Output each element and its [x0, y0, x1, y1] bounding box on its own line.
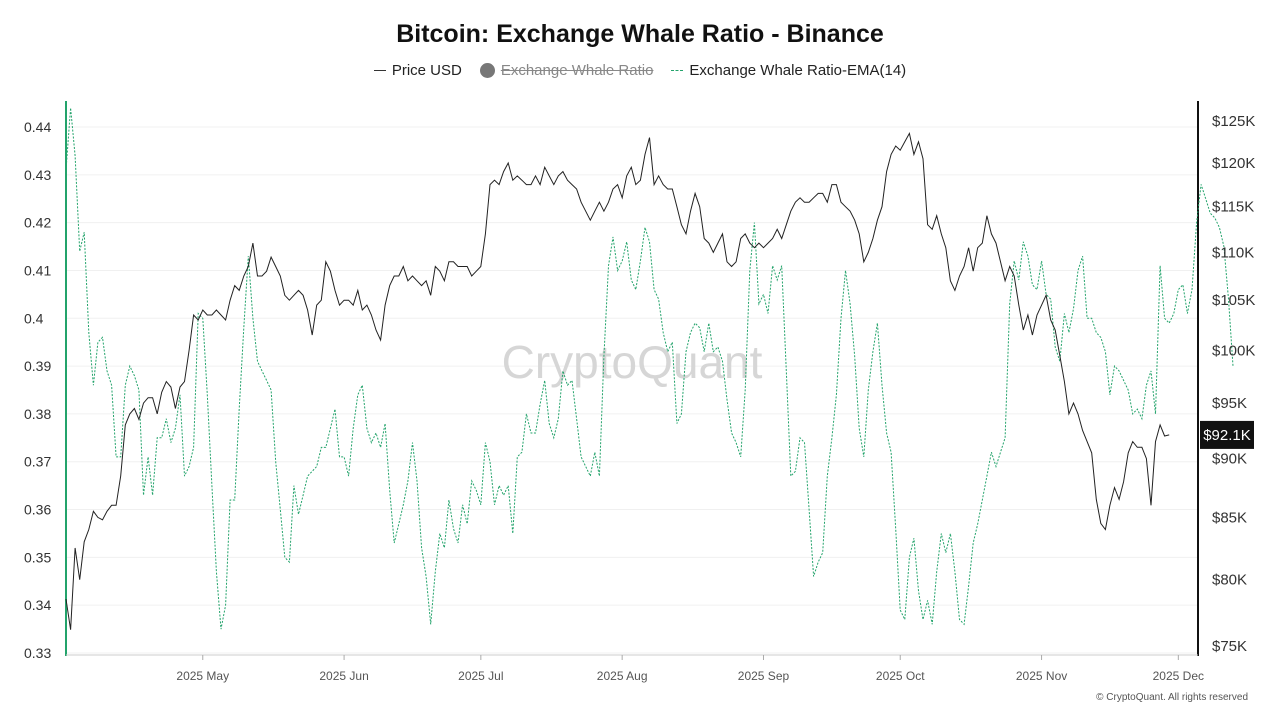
y-left-tick-label: 0.44	[24, 119, 51, 135]
y-left-tick-label: 0.43	[24, 167, 51, 183]
legend-label-ema: Exchange Whale Ratio-EMA(14)	[689, 62, 907, 79]
x-tick-label: 2025 Nov	[1016, 669, 1067, 683]
legend-swatch-dot	[479, 63, 495, 78]
chart-title: Bitcoin: Exchange Whale Ratio - Binance	[396, 20, 884, 48]
chart-legend: Price USD Exchange Whale Ratio Exchange …	[0, 62, 1280, 79]
grid-layer	[66, 126, 1198, 654]
legend-label-price-usd: Price USD	[391, 62, 462, 79]
y-left-tick-label: 0.37	[24, 454, 51, 470]
y-left-tick-label: 0.36	[24, 502, 51, 518]
copyright-footer: © CryptoQuant. All rights reserved	[1096, 692, 1248, 703]
labels-layer: 0.33 0.34 0.35 0.36 0.37 0.38 0.39 0.4 0.41 0.42 0…	[24, 113, 1255, 683]
series-line-exchange-whale-ratio-ema	[65, 107, 1234, 630]
y-left-tick-label: 0.38	[24, 406, 51, 422]
y-left-tick-label: 0.4	[24, 310, 44, 326]
y-right-tick-label: $95K	[1212, 395, 1247, 412]
last-price-badge-bg	[1200, 420, 1254, 449]
y-left-tick-label: 0.33	[24, 645, 51, 661]
x-tick-label: 2025 Jun	[319, 669, 368, 683]
legend-item-ema[interactable]: Exchange Whale Ratio-EMA(14)	[671, 62, 906, 79]
y-right-tick-label: $105K	[1212, 292, 1255, 309]
y-right-tick-label: $100K	[1212, 342, 1255, 359]
legend-label-exchange-whale-ratio: Exchange Whale Ratio	[500, 62, 654, 79]
x-tick-label: 2025 Jul	[458, 669, 503, 683]
x-tick-label: 2025 Oct	[876, 669, 925, 683]
y-right-tick-label: $85K	[1212, 509, 1247, 526]
x-tick-label: 2025 Sep	[738, 669, 790, 683]
y-left-tick-label: 0.35	[24, 549, 51, 565]
x-tick-label: 2025 May	[176, 669, 229, 683]
legend-item-exchange-whale-ratio[interactable]: Exchange Whale Ratio	[479, 62, 654, 79]
y-right-tick-label: $75K	[1212, 638, 1247, 655]
y-right-tick-label: $80K	[1212, 572, 1247, 589]
y-right-tick-label: $125K	[1212, 113, 1255, 130]
y-right-tick-label: $115K	[1212, 199, 1254, 216]
y-right-tick-label: $120K	[1212, 155, 1255, 172]
y-left-tick-label: 0.41	[24, 262, 51, 278]
axes-layer	[65, 101, 1199, 660]
x-tick-label: 2025 Aug	[597, 669, 648, 683]
legend-swatch-dashed-line	[671, 70, 684, 71]
x-tick-label: 2025 Dec	[1153, 669, 1204, 683]
watermark-text: CryptoQuant	[502, 336, 763, 388]
y-left-tick-label: 0.42	[24, 215, 51, 231]
y-left-tick-label: 0.34	[24, 597, 51, 613]
series-layer	[65, 107, 1234, 630]
y-right-tick-label: $90K	[1212, 451, 1247, 468]
y-right-tick-label: $110K	[1212, 244, 1254, 261]
series-line-price-usd	[65, 131, 1170, 630]
last-price-badge-text: $92.1K	[1203, 427, 1251, 444]
legend-swatch-solid-line	[373, 70, 386, 71]
y-left-tick-label: 0.39	[24, 358, 51, 374]
last-price-badge: $92.1K	[1200, 420, 1254, 449]
legend-item-price-usd[interactable]: Price USD	[373, 62, 462, 79]
